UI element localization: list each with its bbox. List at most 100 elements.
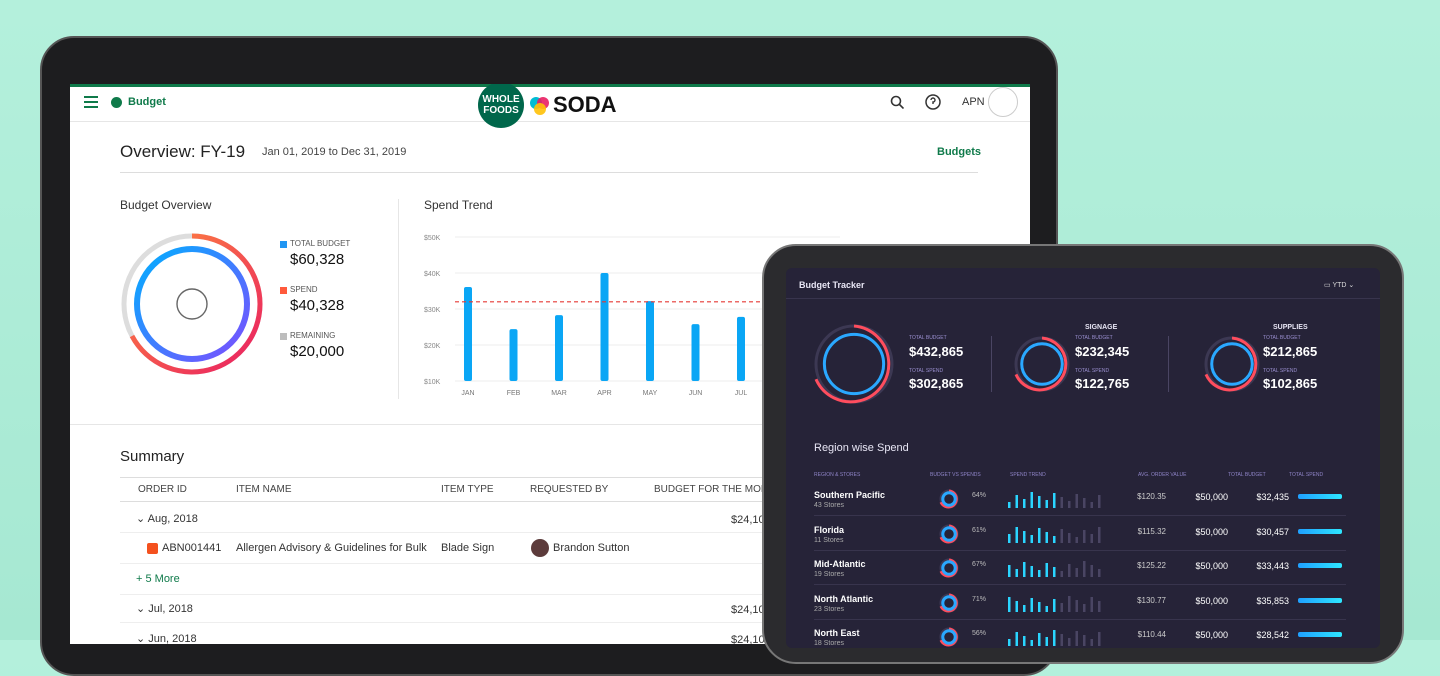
column-header: BUDGET VS SPENDS	[930, 472, 981, 478]
total-spend: $28,542	[1256, 630, 1289, 640]
row-divider	[814, 618, 1346, 620]
item-name: Allergen Advisory & Guidelines for Bulk	[236, 542, 427, 554]
column-header: TOTAL BUDGET	[1228, 472, 1266, 478]
spark-bar	[1030, 640, 1033, 646]
column-header: AVG. ORDER VALUE	[1138, 472, 1187, 478]
legend-value: $20,000	[290, 343, 345, 360]
x-tick-label: JAN	[461, 390, 474, 397]
order-icon	[147, 543, 158, 554]
spark-bar	[1098, 600, 1101, 612]
divider	[398, 199, 399, 399]
budget-vs-spend: 64%	[972, 492, 987, 499]
x-tick-label: MAY	[643, 390, 658, 397]
summary-title: Summary	[120, 448, 185, 465]
avg-order: $110.44	[1137, 630, 1166, 639]
column-header: REQUESTED BY	[530, 484, 609, 495]
budget-donut	[121, 233, 263, 375]
divider	[1168, 336, 1169, 392]
spark-bar	[1008, 639, 1011, 646]
spark-bar	[1008, 502, 1011, 508]
spark-bar	[1023, 499, 1026, 508]
spark-bar	[1053, 630, 1056, 646]
budgets-link[interactable]: Budgets	[937, 146, 981, 158]
x-tick-label: FEB	[507, 390, 521, 397]
region-name: North East	[814, 628, 860, 638]
tracker-title: Budget Tracker	[799, 280, 865, 290]
store-avatar[interactable]	[988, 87, 1018, 117]
more-link[interactable]: + 5 More	[136, 573, 180, 585]
divider	[120, 532, 1020, 533]
period-select[interactable]: ▭ YTD ⌄	[1324, 282, 1355, 289]
group-label: Aug, 2018	[147, 513, 198, 525]
region-title: Region wise Spend	[814, 442, 909, 454]
region-ring	[939, 593, 959, 612]
budget-vs-spend: 56%	[972, 630, 987, 637]
store-count: 18 Stores	[814, 640, 844, 647]
ring-budget	[941, 525, 957, 542]
spark-bar	[1045, 531, 1048, 543]
y-tick-label: $50K	[424, 235, 441, 242]
ring-budget	[941, 491, 957, 507]
spark-bar	[1023, 530, 1026, 543]
region-ring	[939, 627, 959, 647]
card-label: TOTAL SPEND	[909, 368, 944, 374]
region-ring	[939, 558, 959, 578]
y-tick-label: $40K	[424, 271, 441, 278]
spark-bar	[1075, 599, 1078, 612]
budget-vs-spend: 71%	[972, 595, 987, 603]
store-count: 11 Stores	[814, 536, 844, 544]
avg-order: $125.22	[1137, 561, 1166, 570]
partner-text: WHOLE	[482, 94, 520, 105]
spend-trend-chart: $10K $20K $30K $40K $50K JAN FEB MAR APR MAY JUN JU…	[424, 235, 840, 397]
spark-bar	[1030, 597, 1033, 612]
column-header: BUDGET FOR THE MONTH	[654, 484, 782, 495]
order-id: ABN001441	[162, 542, 222, 554]
legend-swatch	[280, 241, 287, 248]
spark-bar	[1098, 495, 1101, 508]
search-icon[interactable]	[890, 95, 904, 109]
x-tick-label: APR	[597, 390, 611, 397]
user-label[interactable]: APN	[962, 96, 985, 108]
total-budget: $50,000	[1195, 595, 1228, 606]
spark-bar	[1068, 564, 1071, 577]
store-count: 23 Stores	[814, 605, 844, 613]
menu-icon[interactable]	[84, 96, 98, 108]
group-row[interactable]: ⌄ Jun, 2018	[136, 633, 197, 644]
column-header: ITEM TYPE	[441, 484, 494, 495]
brand: SODA	[553, 92, 617, 117]
divider	[120, 172, 978, 173]
divider	[786, 298, 1380, 299]
overview-title: Overview: FY-19	[120, 142, 246, 161]
row-divider	[814, 584, 1346, 585]
spark-bar	[1038, 527, 1041, 543]
spend-bar	[1298, 597, 1342, 603]
card-label: TOTAL BUDGET	[1263, 335, 1301, 341]
spark-bar	[1023, 604, 1026, 612]
avg-order: $115.32	[1137, 526, 1166, 536]
legend-label: TOTAL BUDGET	[290, 239, 351, 248]
group-label: Jul, 2018	[148, 603, 193, 615]
divider	[70, 424, 1030, 425]
app-name: Budget	[128, 96, 166, 108]
group-row[interactable]: ⌄ Aug, 2018	[136, 513, 198, 525]
bar	[737, 316, 745, 381]
column-header: SPEND TREND	[1010, 472, 1046, 478]
total-budget: $50,000	[1195, 492, 1228, 502]
region-ring	[939, 489, 959, 509]
help-icon[interactable]	[925, 94, 941, 110]
group-row[interactable]: ⌄ Jul, 2018	[136, 603, 193, 615]
group-amount: $24,100	[731, 604, 771, 616]
divider	[120, 594, 1020, 595]
spark-bar	[1038, 570, 1041, 577]
column-header: ITEM NAME	[236, 484, 292, 495]
spark-bar	[1098, 526, 1101, 543]
spark-bar	[1045, 637, 1048, 646]
divider	[120, 622, 1020, 623]
spark-bar	[1023, 636, 1026, 646]
partner-logo: WHOLE FOODS	[478, 84, 524, 128]
spark-bar	[1053, 535, 1056, 543]
spark-bar	[1075, 494, 1078, 508]
partner-text: FOODS	[483, 105, 519, 116]
region-name: Southern Pacific	[814, 490, 886, 500]
spark-bar	[1075, 631, 1078, 646]
